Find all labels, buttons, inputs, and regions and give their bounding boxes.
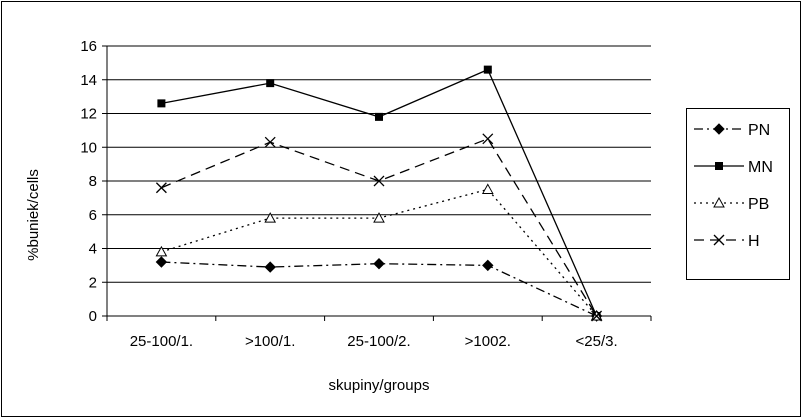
y-tick-labels: 0 2 4 6 8 10 12 14 16 [80,38,97,325]
data-point-h [155,182,167,194]
legend-marker [715,162,723,170]
data-point-mn [483,65,492,74]
data-point-h [591,310,603,322]
series-group [155,65,603,322]
legend-marker [713,123,725,135]
x-tick-label: >100/1. [245,333,295,350]
x-tick-label: <25/3. [576,333,618,350]
legend-label: H [748,233,760,250]
legend-label: PB [748,196,769,213]
legend: PN MN PB H [686,108,790,280]
legend-item-h: H [694,233,760,250]
data-point-pb [155,245,168,257]
y-axis-label: %buniek/cells [25,169,42,261]
y-tick-label: 8 [89,173,97,190]
y-tick-label: 12 [80,106,97,123]
data-point-pb [481,183,494,194]
data-point-mn [157,99,166,108]
data-point-h [373,175,385,187]
series-pb [155,183,603,321]
legend-item-pb: PB [694,196,769,213]
legend-marker [713,196,725,208]
axes [102,45,652,321]
y-tick-label: 2 [89,274,97,291]
data-point-pn [155,256,168,268]
legend-item-pn: PN [694,122,770,139]
data-point-pb [373,212,385,223]
data-point-pn [482,259,494,272]
y-tick-label: 0 [89,308,97,325]
data-point-mn [266,79,275,88]
data-point-pb [264,212,277,223]
x-axis-label: skupiny/groups [329,377,430,394]
y-tick-label: 16 [80,38,97,55]
y-tick-label: 10 [80,139,97,156]
legend-box [686,108,790,280]
y-tick-label: 6 [89,207,97,224]
y-tick-label: 14 [80,72,97,89]
x-tick-label: 25-100/1. [130,333,193,350]
x-tick-label: >1002. [465,333,511,350]
data-point-mn [375,112,383,121]
legend-label: PN [748,122,770,139]
data-point-h [264,136,276,148]
data-point-pn [264,261,276,273]
x-tick-label: 25-100/2. [347,333,410,350]
data-point-h [482,133,494,145]
legend-item-mn: MN [694,159,773,176]
y-tick-label: 4 [89,241,97,258]
data-point-pn [373,257,385,270]
series-h [155,133,603,322]
x-tick-labels: 25-100/1. >100/1. 25-100/2. >1002. <25/3. [130,333,618,350]
legend-marker [713,234,725,246]
legend-label: MN [748,159,773,176]
